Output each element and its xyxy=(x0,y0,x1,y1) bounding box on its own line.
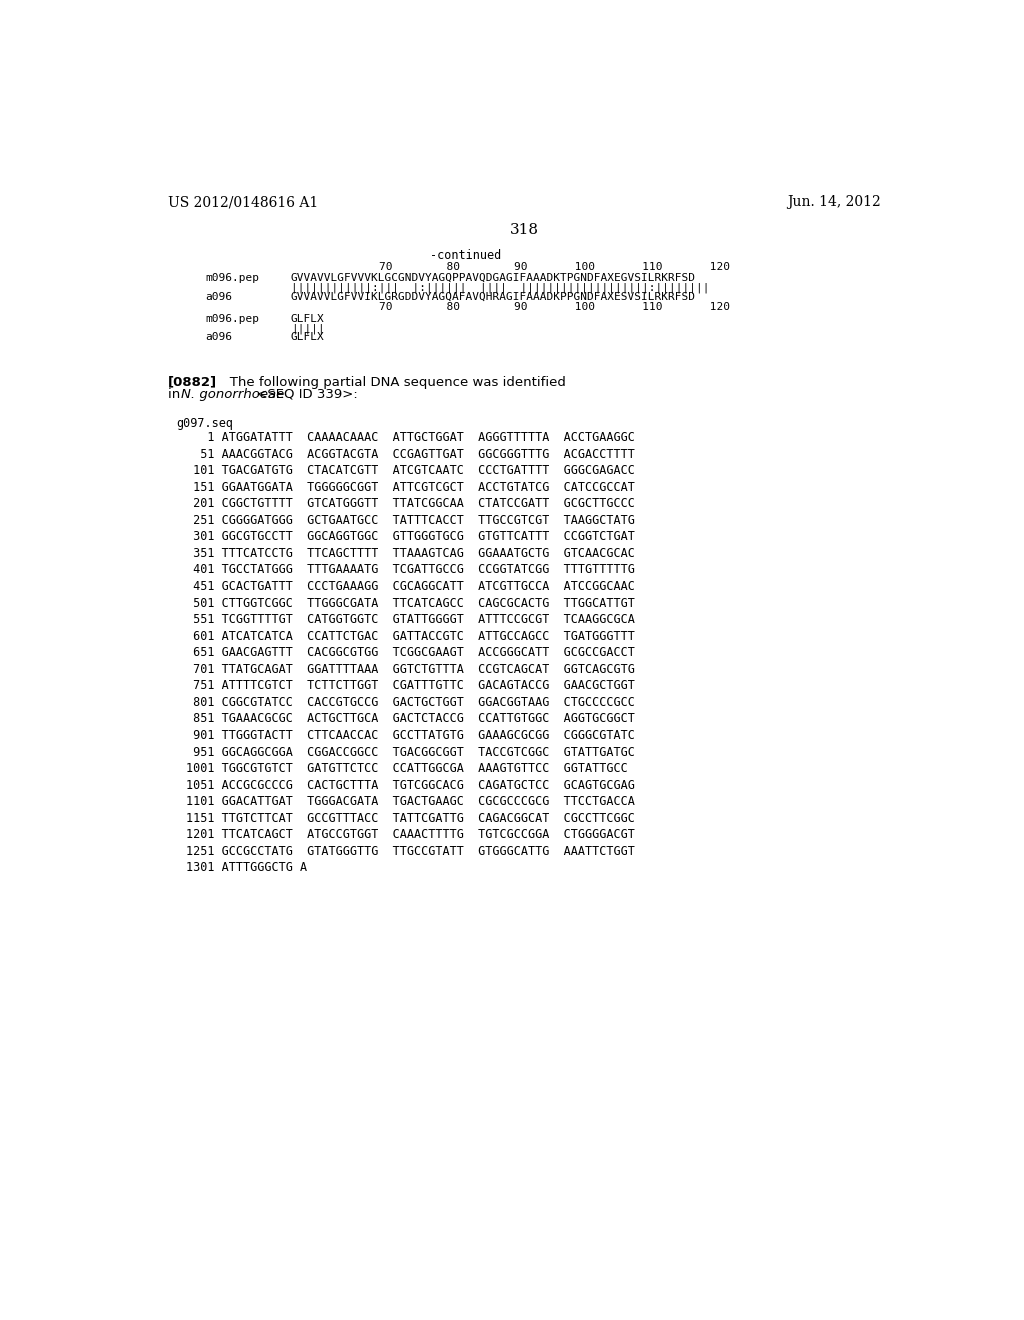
Text: 1101 GGACATTGAT  TGGGACGATA  TGACTGAAGC  CGCGCCCGCG  TTCCTGACCA: 1101 GGACATTGAT TGGGACGATA TGACTGAAGC CG… xyxy=(186,795,635,808)
Text: 901 TTGGGTACTT  CTTCAACCAC  GCCTTATGTG  GAAAGCGCGG  CGGGCGTATC: 901 TTGGGTACTT CTTCAACCAC GCCTTATGTG GAA… xyxy=(186,729,635,742)
Text: -continued: -continued xyxy=(430,249,502,263)
Text: GLFLX: GLFLX xyxy=(291,314,325,323)
Text: 1051 ACCGCGCCCG  CACTGCTTTA  TGTCGGCACG  CAGATGCTCC  GCAGTGCGAG: 1051 ACCGCGCCCG CACTGCTTTA TGTCGGCACG CA… xyxy=(186,779,635,792)
Text: a096: a096 xyxy=(206,333,232,342)
Text: Jun. 14, 2012: Jun. 14, 2012 xyxy=(787,195,882,210)
Text: <SEQ ID 339>:: <SEQ ID 339>: xyxy=(252,388,357,401)
Text: GVVAVVLGFVVIKLGRGDDVYAGQAFAVQHRAGIFAAADKPPGNDFAXESVSILRKRFSD: GVVAVVLGFVVIKLGRGDDVYAGQAFAVQHRAGIFAAADK… xyxy=(291,292,695,301)
Text: 551 TCGGTTTTGT  CATGGTGGTC  GTATTGGGGT  ATTTCCGCGT  TCAAGGCGCA: 551 TCGGTTTTGT CATGGTGGTC GTATTGGGGT ATT… xyxy=(186,612,635,626)
Text: 701 TTATGCAGAT  GGATTTTAAA  GGTCTGTTTA  CCGTCAGCAT  GGTCAGCGTG: 701 TTATGCAGAT GGATTTTAAA GGTCTGTTTA CCG… xyxy=(186,663,635,676)
Text: 451 GCACTGATTT  CCCTGAAAGG  CGCAGGCATT  ATCGTTGCCA  ATCCGGCAAC: 451 GCACTGATTT CCCTGAAAGG CGCAGGCATT ATC… xyxy=(186,579,635,593)
Text: 201 CGGCTGTTTT  GTCATGGGTT  TTATCGGCAA  CTATCCGATT  GCGCTTGCCC: 201 CGGCTGTTTT GTCATGGGTT TTATCGGCAA CTA… xyxy=(186,498,635,511)
Text: 318: 318 xyxy=(510,223,540,238)
Text: 951 GGCAGGCGGA  CGGACCGGCC  TGACGGCGGT  TACCGTCGGC  GTATTGATGC: 951 GGCAGGCGGA CGGACCGGCC TGACGGCGGT TAC… xyxy=(186,746,635,759)
Text: 70        80        90       100       110       120: 70 80 90 100 110 120 xyxy=(245,261,730,272)
Text: 251 CGGGGATGGG  GCTGAATGCC  TATTTCACCT  TTGCCGTCGT  TAAGGCTATG: 251 CGGGGATGGG GCTGAATGCC TATTTCACCT TTG… xyxy=(186,513,635,527)
Text: m096.pep: m096.pep xyxy=(206,273,259,282)
Text: 151 GGAATGGATA  TGGGGGCGGT  ATTCGTCGCT  ACCTGTATCG  CATCCGCCAT: 151 GGAATGGATA TGGGGGCGGT ATTCGTCGCT ACC… xyxy=(186,480,635,494)
Text: 351 TTTCATCCTG  TTCAGCTTTT  TTAAAGTCAG  GGAAATGCTG  GTCAACGCAC: 351 TTTCATCCTG TTCAGCTTTT TTAAAGTCAG GGA… xyxy=(186,546,635,560)
Text: GVVAVVLGFVVVKLGCGNDVYAGQPPAVQDGAGIFAAADKTPGNDFAXEGVSILRKRFSD: GVVAVVLGFVVVKLGCGNDVYAGQPPAVQDGAGIFAAADK… xyxy=(291,273,695,282)
Text: 1251 GCCGCCTATG  GTATGGGTTG  TTGCCGTATT  GTGGGCATTG  AAATTCTGGT: 1251 GCCGCCTATG GTATGGGTTG TTGCCGTATT GT… xyxy=(186,845,635,858)
Text: [0882]: [0882] xyxy=(168,376,217,388)
Text: 1 ATGGATATTT  CAAAACAAAC  ATTGCTGGAT  AGGGTTTTTA  ACCTGAAGGC: 1 ATGGATATTT CAAAACAAAC ATTGCTGGAT AGGGT… xyxy=(186,430,635,444)
Text: 1001 TGGCGTGTCT  GATGTTCTCC  CCATTGGCGA  AAAGTGTTCC  GGTATTGCC: 1001 TGGCGTGTCT GATGTTCTCC CCATTGGCGA AA… xyxy=(186,762,628,775)
Text: 1201 TTCATCAGCT  ATGCCGTGGT  CAAACTTTTG  TGTCGCCGGA  CTGGGGACGT: 1201 TTCATCAGCT ATGCCGTGGT CAAACTTTTG TG… xyxy=(186,829,635,841)
Text: US 2012/0148616 A1: US 2012/0148616 A1 xyxy=(168,195,318,210)
Text: g097.seq: g097.seq xyxy=(176,417,233,430)
Text: 301 GGCGTGCCTT  GGCAGGTGGC  GTTGGGTGCG  GTGTTCATTT  CCGGTCTGAT: 301 GGCGTGCCTT GGCAGGTGGC GTTGGGTGCG GTG… xyxy=(186,531,635,544)
Text: 751 ATTTTCGTCT  TCTTCTTGGT  CGATTTGTTC  GACAGTACCG  GAACGCTGGT: 751 ATTTTCGTCT TCTTCTTGGT CGATTTGTTC GAC… xyxy=(186,680,635,692)
Text: 1151 TTGTCTTCAT  GCCGTTTACC  TATTCGATTG  CAGACGGCAT  CGCCTTCGGC: 1151 TTGTCTTCAT GCCGTTTACC TATTCGATTG CA… xyxy=(186,812,635,825)
Text: 1301 ATTTGGGCTG A: 1301 ATTTGGGCTG A xyxy=(186,862,307,874)
Text: 101 TGACGATGTG  CTACATCGTT  ATCGTCAATC  CCCTGATTTT  GGGCGAGACC: 101 TGACGATGTG CTACATCGTT ATCGTCAATC CCC… xyxy=(186,465,635,477)
Text: The following partial DNA sequence was identified: The following partial DNA sequence was i… xyxy=(217,376,566,388)
Text: 51 AAACGGTACG  ACGGTACGTA  CCGAGTTGAT  GGCGGGTTTG  ACGACCTTTT: 51 AAACGGTACG ACGGTACGTA CCGAGTTGAT GGCG… xyxy=(186,447,635,461)
Text: 401 TGCCTATGGG  TTTGAAAATG  TCGATTGCCG  CCGGTATCGG  TTTGTTTTTG: 401 TGCCTATGGG TTTGAAAATG TCGATTGCCG CCG… xyxy=(186,564,635,577)
Text: a096: a096 xyxy=(206,292,232,301)
Text: 501 CTTGGTCGGC  TTGGGCGATA  TTCATCAGCC  CAGCGCACTG  TTGGCATTGT: 501 CTTGGTCGGC TTGGGCGATA TTCATCAGCC CAG… xyxy=(186,597,635,610)
Text: in: in xyxy=(168,388,184,401)
Text: 801 CGGCGTATCC  CACCGTGCCG  GACTGCTGGT  GGACGGTAAG  CTGCCCCGCC: 801 CGGCGTATCC CACCGTGCCG GACTGCTGGT GGA… xyxy=(186,696,635,709)
Text: GLFLX: GLFLX xyxy=(291,333,325,342)
Text: 70        80        90       100       110       120: 70 80 90 100 110 120 xyxy=(245,302,730,312)
Text: N. gonorrhoeae: N. gonorrhoeae xyxy=(180,388,284,401)
Text: 851 TGAAACGCGC  ACTGCTTGCA  GACTCTACCG  CCATTGTGGC  AGGTGCGGCT: 851 TGAAACGCGC ACTGCTTGCA GACTCTACCG CCA… xyxy=(186,713,635,726)
Text: |||||: ||||| xyxy=(291,323,325,334)
Text: 601 ATCATCATCA  CCATTCTGAC  GATTACCGTC  ATTGCCAGCC  TGATGGGTTT: 601 ATCATCATCA CCATTCTGAC GATTACCGTC ATT… xyxy=(186,630,635,643)
Text: 651 GAACGAGTTT  CACGGCGTGG  TCGGCGAAGT  ACCGGGCATT  GCGCCGACCT: 651 GAACGAGTTT CACGGCGTGG TCGGCGAAGT ACC… xyxy=(186,647,635,659)
Text: m096.pep: m096.pep xyxy=(206,314,259,323)
Text: ||||||||||||:|||  |:||||||  ||||  |||||||||||||||||||:||||||||: ||||||||||||:||| |:|||||| |||| |||||||||… xyxy=(291,282,710,293)
